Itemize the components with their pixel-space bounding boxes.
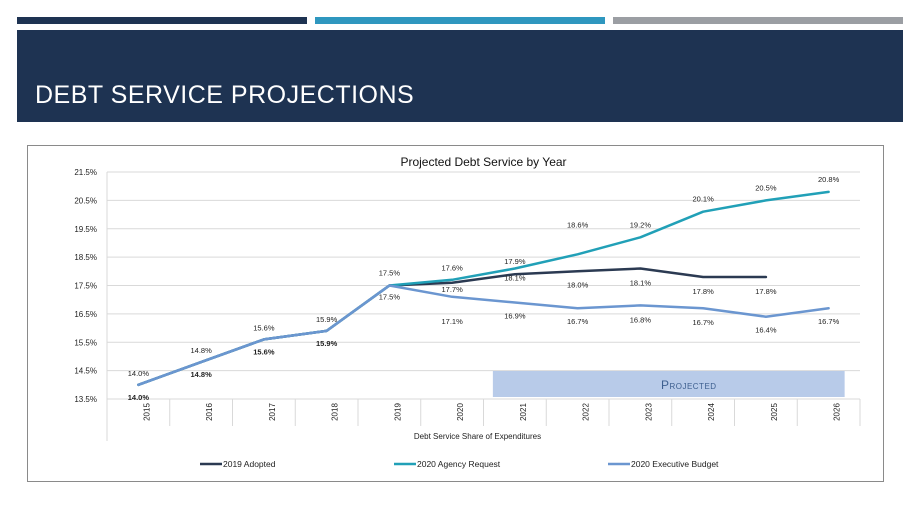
data-label: 16.4% <box>755 326 777 335</box>
page-title: DEBT SERVICE PROJECTIONS <box>35 81 415 109</box>
data-label: 17.8% <box>692 287 714 296</box>
data-label: 16.7% <box>567 317 589 326</box>
y-tick-label: 14.5% <box>74 367 97 376</box>
data-label: 17.6% <box>441 264 463 273</box>
legend-label: 2020 Agency Request <box>417 459 501 469</box>
data-label: 14.0% <box>128 393 150 402</box>
series-line-2 <box>137 284 830 387</box>
data-label: 17.5% <box>379 269 401 278</box>
series-line-1 <box>137 190 830 387</box>
data-label: 16.7% <box>818 317 840 326</box>
data-label: 16.8% <box>630 315 652 324</box>
data-label: 15.9% <box>316 339 338 348</box>
data-label: 19.2% <box>630 220 652 229</box>
y-tick-label: 19.5% <box>74 225 97 234</box>
data-label: 14.8% <box>190 370 212 379</box>
legend-label: 2019 Adopted <box>223 459 276 469</box>
debt-service-line-chart: Projected Debt Service by Year 13.5% 14.5%… <box>74 155 861 469</box>
data-label: 14.8% <box>190 346 212 355</box>
data-label: 16.9% <box>504 312 526 321</box>
x-tick-label: 2020 <box>456 403 465 421</box>
x-tick-label: 2021 <box>519 403 528 421</box>
data-label: 17.9% <box>504 257 526 266</box>
x-tick-label: 2019 <box>393 403 402 421</box>
accent-bar-gray <box>613 17 903 24</box>
data-label: 18.1% <box>504 273 526 282</box>
y-tick-label: 18.5% <box>74 253 97 262</box>
y-tick-label: 16.5% <box>74 310 97 319</box>
x-tick-label: 2023 <box>644 403 653 421</box>
data-label: 15.6% <box>253 323 275 332</box>
chart-frame: Projected Debt Service by Year 13.5% 14.5%… <box>27 145 884 482</box>
accent-bar-teal <box>315 17 605 24</box>
x-tick-label: 2015 <box>142 403 151 421</box>
chart-title: Projected Debt Service by Year <box>400 155 566 169</box>
data-label: 14.0% <box>128 369 150 378</box>
x-tick-label: 2026 <box>833 403 842 421</box>
data-label: 17.8% <box>755 287 777 296</box>
x-tick-label: 2017 <box>268 403 277 421</box>
data-label: 15.6% <box>253 347 275 356</box>
data-label: 17.7% <box>441 285 463 294</box>
x-tick-label: 2018 <box>331 403 340 421</box>
x-tick-label: 2024 <box>707 403 716 421</box>
data-label: 17.1% <box>441 317 463 326</box>
y-tick-label: 13.5% <box>74 395 97 404</box>
data-label: 18.0% <box>567 280 589 289</box>
accent-bar-navy <box>17 17 307 24</box>
data-label: 20.1% <box>692 195 714 204</box>
data-label: 16.7% <box>692 318 714 327</box>
x-tick-label: 2025 <box>770 403 779 421</box>
projected-band <box>492 371 845 397</box>
x-tick-label: 2022 <box>582 403 591 421</box>
title-banner: DEBT SERVICE PROJECTIONS <box>17 30 903 122</box>
data-label: 17.5% <box>379 293 401 302</box>
data-label: 15.9% <box>316 315 338 324</box>
x-tick-label: 2016 <box>205 403 214 421</box>
x-axis-label: Debt Service Share of Expenditures <box>414 432 541 441</box>
legend-label: 2020 Executive Budget <box>631 459 719 469</box>
y-tick-label: 15.5% <box>74 338 97 347</box>
y-tick-label: 17.5% <box>74 282 97 291</box>
data-label: 20.5% <box>755 183 777 192</box>
y-tick-label: 20.5% <box>74 196 97 205</box>
data-label: 20.8% <box>818 175 840 184</box>
data-label: 18.1% <box>630 278 652 287</box>
y-tick-label: 21.5% <box>74 168 97 177</box>
projected-label: Projected <box>661 378 717 392</box>
data-label: 18.6% <box>567 220 589 229</box>
